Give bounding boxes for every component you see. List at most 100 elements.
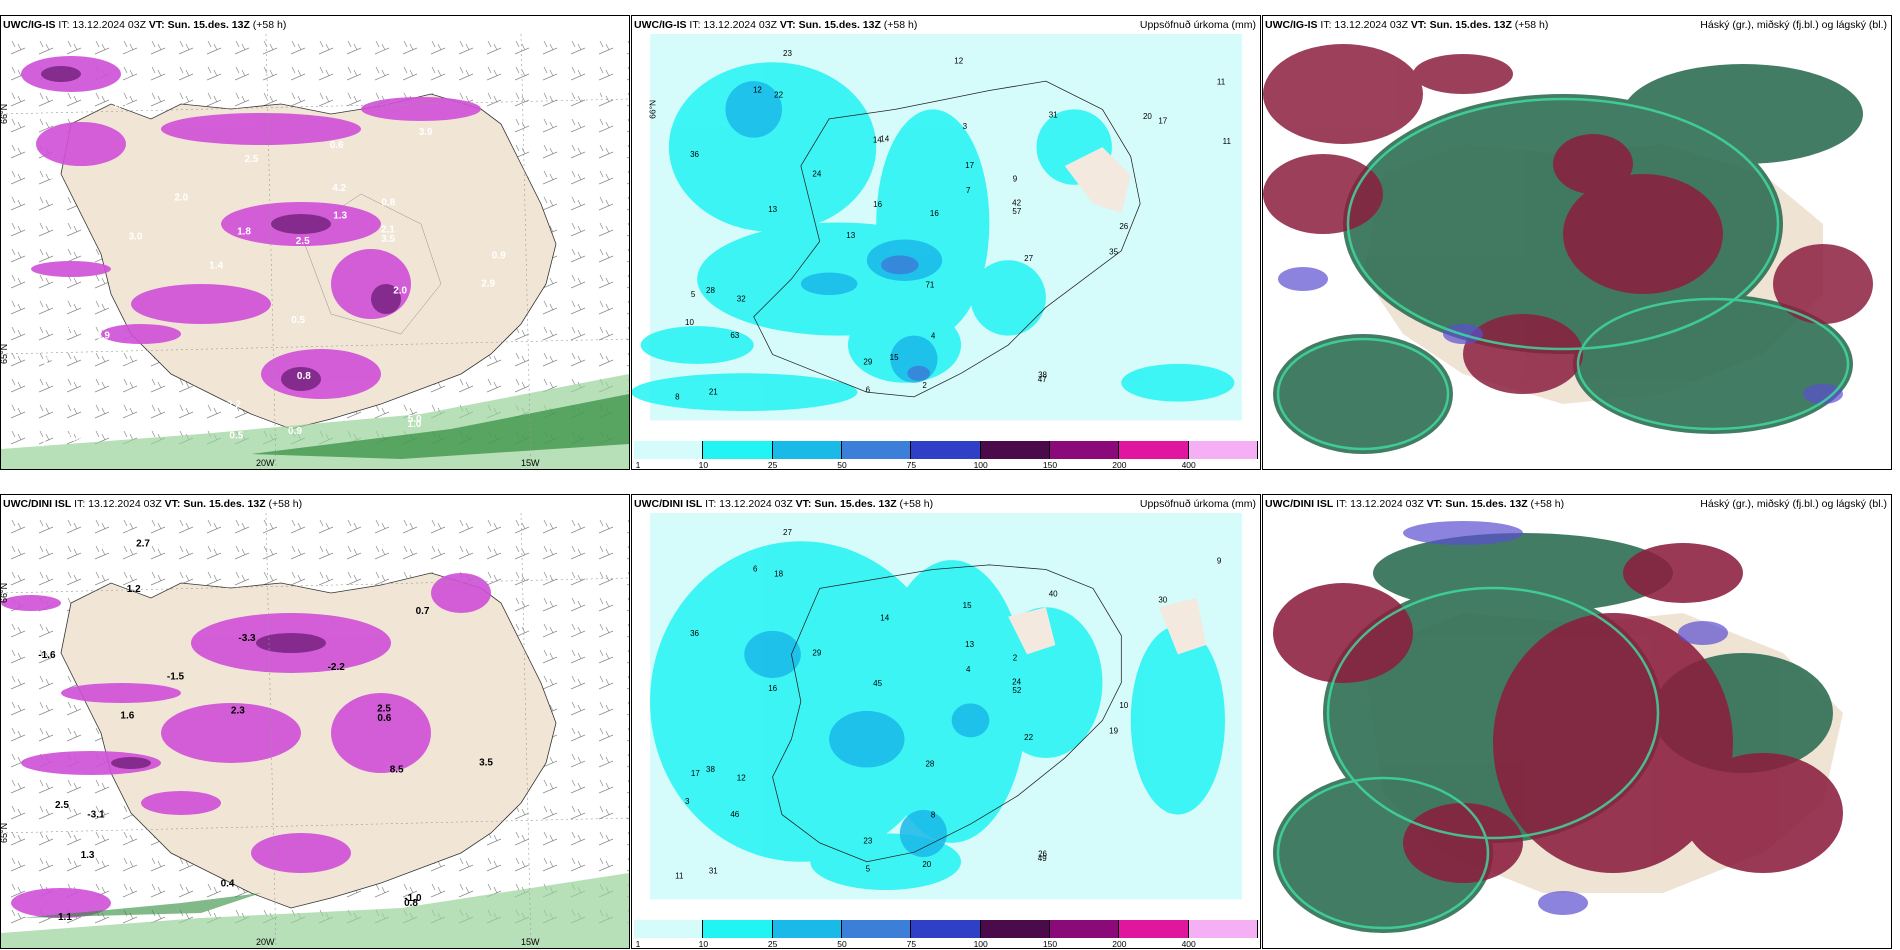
value-label: 5 [866,864,871,873]
value-label: 2.7 [144,60,158,71]
value-label: 40 [1049,589,1058,598]
legend-swatch [842,920,912,938]
panel-dini-clouds[interactable]: UWC/DINI ISL IT: 13.12.2024 03Z VT: Sun.… [1262,494,1892,949]
value-label: 2.9 [96,330,110,341]
value-label: 52 [1012,686,1021,695]
svg-text:20W: 20W [256,458,275,468]
panel-header: UWC/DINI ISL IT: 13.12.2024 03Z VT: Sun.… [1265,498,1565,510]
value-label: 12 [737,774,746,783]
value-label: 47 [1038,375,1047,384]
legend-swatch [1050,920,1120,938]
panel-title: Uppsöfnuð úrkoma (mm) [1139,19,1256,31]
svg-text:66°N: 66°N [1,104,9,124]
value-label: 28 [706,286,715,295]
value-label: 8 [675,393,680,402]
value-label: 27 [783,528,792,537]
value-label: 36 [690,150,699,159]
value-label: 16 [873,200,882,209]
iceland-landmass [60,572,557,909]
legend-swatch [703,920,773,938]
value-label: 3.1 [48,171,62,182]
value-label: -1.0 [404,893,422,904]
value-label: 26 [1038,849,1047,858]
value-label: 21 [709,387,718,396]
svg-text:15W: 15W [521,458,540,468]
value-label: 8 [931,810,936,819]
value-label: 26 [1119,222,1128,231]
legend-tick: 75 [906,939,917,949]
svg-text:66°N: 66°N [648,100,658,119]
value-label: 3 [963,122,968,131]
legend-swatch [1050,441,1120,459]
legend-tick: 75 [906,460,917,470]
legend-tick: 50 [837,460,847,470]
color-legend: 1 10 25 50 75 100 150 200 400 [634,441,1258,470]
value-label: 5.0 [408,414,422,425]
value-label: 7 [966,186,971,195]
panel-dini-precip-wind[interactable]: UWC/DINI ISL IT: 13.12.2024 03Z VT: Sun.… [0,494,630,949]
value-label: 14 [880,614,889,623]
legend-swatch [1188,441,1258,459]
value-label: -2.2 [328,662,346,673]
panel-title: Háský (gr.), miðský (fj.bl.) og lágský (… [1700,19,1887,31]
snow-bands [1,374,629,469]
value-label: 29 [812,649,821,658]
value-label: 1.8 [237,226,251,237]
value-label: 57 [1012,207,1021,216]
legend-swatch [772,441,842,459]
value-label: 2.3 [231,705,245,716]
value-label: -1.5 [167,671,185,682]
legend-tick: 400 [1181,460,1196,470]
legend-tick: 150 [1042,939,1058,949]
value-label: 1.6 [120,710,134,721]
legend-swatch [634,441,704,459]
value-label: 0.7 [416,606,430,617]
value-label: 45 [873,679,882,688]
legend-tick: 100 [973,460,988,470]
value-label: 1.5 [113,100,127,111]
value-label: 46 [730,810,739,819]
value-label: 0.5 [229,431,243,442]
value-label: 17 [965,161,974,170]
value-label: 11 [675,872,684,881]
value-label: 23 [863,836,872,845]
value-label: 2.5 [377,704,391,715]
value-label: 31 [709,866,718,875]
value-label: 13 [965,640,974,649]
value-label: 24 [812,170,821,179]
value-label: 22 [774,90,783,99]
value-label: 15 [963,601,972,610]
value-label: 10 [1119,701,1128,710]
value-label: 14 [880,135,889,144]
legend-tick: 100 [973,939,988,949]
panel-header: UWC/IG-IS IT: 13.12.2024 03Z VT: Sun. 15… [1265,19,1549,31]
svg-text:66°N: 66°N [1,583,9,603]
cloud-cover-map [1263,513,1891,948]
value-label: 3 [685,797,690,806]
value-label: 31 [1049,110,1058,119]
panel-ig-accum-precip[interactable]: UWC/IG-IS IT: 13.12.2024 03Z VT: Sun. 15… [631,15,1261,470]
value-label: 4.2 [332,183,346,194]
value-label: -3.1 [87,809,105,820]
svg-text:65°N: 65°N [1,344,9,364]
value-label: 24 [1012,678,1021,687]
value-label: 16 [930,209,939,218]
value-label: 12 [954,57,963,66]
value-label: 49 [1038,854,1047,863]
value-label: 10 [685,318,694,327]
value-label: 17 [691,769,700,778]
panel-header: UWC/IG-IS IT: 13.12.2024 03Z VT: Sun. 15… [634,19,918,31]
legend-swatch [980,920,1050,938]
legend-tick: 200 [1112,939,1127,949]
value-label: -3.3 [238,633,256,644]
legend-tick: 25 [767,460,778,470]
value-label: 1.3 [333,211,347,222]
panel-title: Háský (gr.), miðský (fj.bl.) og lágský (… [1700,498,1887,510]
panel-ig-clouds[interactable]: UWC/IG-IS IT: 13.12.2024 03Z VT: Sun. 15… [1262,15,1892,470]
value-label: 13 [768,205,777,214]
value-label: 4 [931,331,936,340]
legend-tick: 10 [698,939,709,949]
panel-ig-precip-wind[interactable]: UWC/IG-IS IT: 13.12.2024 03Z VT: Sun. 15… [0,15,630,470]
panel-dini-accum-precip[interactable]: UWC/DINI ISL IT: 13.12.2024 03Z VT: Sun.… [631,494,1261,949]
value-label: 5 [691,290,696,299]
